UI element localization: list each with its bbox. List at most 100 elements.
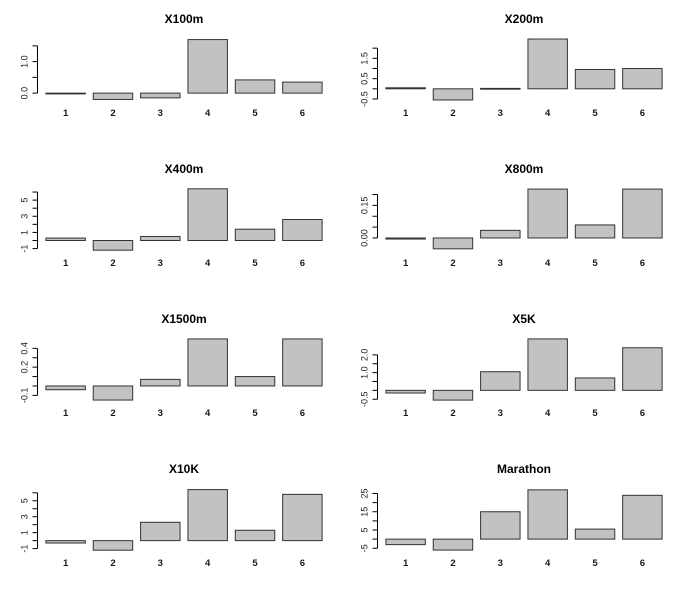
x-tick-label: 4 [205,558,211,569]
bar-3 [480,511,521,540]
bar-1 [45,385,86,391]
y-tick-label: 0.00 [359,229,369,247]
chart-canvas: -5 5 15 25 1 2 3 4 5 6 [359,488,663,569]
bar-2 [92,385,134,401]
x-tick-label: 2 [110,408,115,419]
y-tick-label: 0.15 [359,197,369,215]
chart-title: X5K [512,312,536,326]
bar-6 [282,81,323,94]
x-tick-label: 1 [63,258,69,269]
bar-3 [480,87,521,90]
y-tick-label: 5 [19,198,29,203]
x-tick-label: 3 [158,108,163,119]
bar-1 [385,237,426,240]
bar-2 [432,237,474,250]
bar-4 [187,39,228,94]
bar-3 [480,229,521,239]
chart-x5k: X5K -0.5 1.0 2.0 1 2 3 4 5 6 [340,300,681,450]
chart-x200m: X200m -0.5 0.5 1.5 1 2 3 4 5 6 [340,0,681,150]
x-tick-label: 3 [498,108,503,119]
bar-5 [574,377,616,391]
chart-x10k: X10K -1 1 3 5 1 2 3 4 5 6 [0,450,340,600]
x-tick-label: 3 [158,408,163,419]
bar-6 [622,347,663,391]
chart-canvas: -1 1 3 5 1 2 3 4 5 6 [19,188,323,269]
y-tick-label: 3 [19,514,29,519]
bar-6 [282,493,323,542]
x-tick-label: 6 [300,258,305,269]
x-tick-label: 2 [110,558,115,569]
bar-1 [45,237,86,241]
x-tick-label: 1 [403,408,409,419]
bar-2 [432,389,474,401]
bar-2 [432,88,474,101]
y-tick-label: 3 [19,214,29,219]
y-tick-label: -1 [19,245,29,253]
chart-title: X1500m [161,312,207,326]
bar-5 [234,79,276,94]
chart-x1500m: X1500m -0.1 0.2 0.4 1 2 3 4 5 6 [0,300,340,450]
y-tick-label: -0.5 [359,91,369,107]
x-tick-label: 1 [63,558,69,569]
chart-title: X10K [168,462,200,476]
x-tick-label: 1 [63,408,69,419]
x-tick-label: 3 [498,408,503,419]
x-tick-label: 3 [158,258,163,269]
x-tick-label: 4 [545,108,551,119]
x-tick-label: 1 [63,108,69,119]
y-tick-label: 5 [359,527,369,532]
bar-4 [527,38,568,90]
bar-1 [385,87,426,90]
bar-2 [432,538,474,551]
y-tick-label: -1 [19,545,29,553]
bar-4 [187,489,228,542]
x-tick-label: 2 [450,108,455,119]
y-tick-label: 0.4 [19,342,29,355]
x-tick-label: 5 [252,108,258,119]
bar-1 [385,389,426,394]
bar-5 [574,528,616,540]
y-tick-label: 2.0 [359,349,369,362]
bar-6 [622,494,663,540]
bar-5 [234,376,276,387]
bar-4 [527,188,568,239]
x-tick-label: 5 [592,558,598,569]
bar-2 [92,92,134,100]
x-tick-label: 6 [640,108,645,119]
bar-4 [187,188,228,241]
bar-6 [282,219,323,241]
x-tick-label: 4 [545,558,551,569]
bar-4 [527,338,568,391]
bar-5 [234,529,276,542]
chart-x100m: X100m 0.0 1.0 1 2 3 4 5 6 [0,0,340,150]
y-tick-label: 5 [19,498,29,503]
y-tick-label: 1.0 [19,55,29,68]
bar-5 [234,228,276,241]
y-tick-label: -5 [359,544,369,552]
y-tick-label: 1 [19,230,29,235]
chart-canvas: 0.00 0.15 1 2 3 4 5 6 [359,188,663,269]
x-tick-label: 3 [498,558,503,569]
bar-1 [45,92,86,95]
x-tick-label: 5 [592,258,598,269]
bar-6 [622,188,663,239]
bar-5 [574,69,616,90]
x-tick-label: 2 [110,258,115,269]
y-tick-label: 1.0 [359,366,369,379]
x-tick-label: 6 [300,408,305,419]
bar-3 [140,92,181,99]
bar-5 [574,224,616,239]
x-tick-label: 3 [158,558,163,569]
chart-title: Marathon [497,462,551,476]
x-tick-label: 5 [252,558,258,569]
bar-3 [140,521,181,542]
x-tick-label: 5 [252,408,258,419]
bar-2 [92,240,134,251]
x-tick-label: 4 [205,258,211,269]
chart-canvas: -0.1 0.2 0.4 1 2 3 4 5 6 [19,338,323,419]
x-tick-label: 4 [205,408,211,419]
x-tick-label: 6 [640,408,645,419]
chart-canvas: -0.5 1.0 2.0 1 2 3 4 5 6 [359,338,663,419]
chart-title: X100m [164,12,204,26]
